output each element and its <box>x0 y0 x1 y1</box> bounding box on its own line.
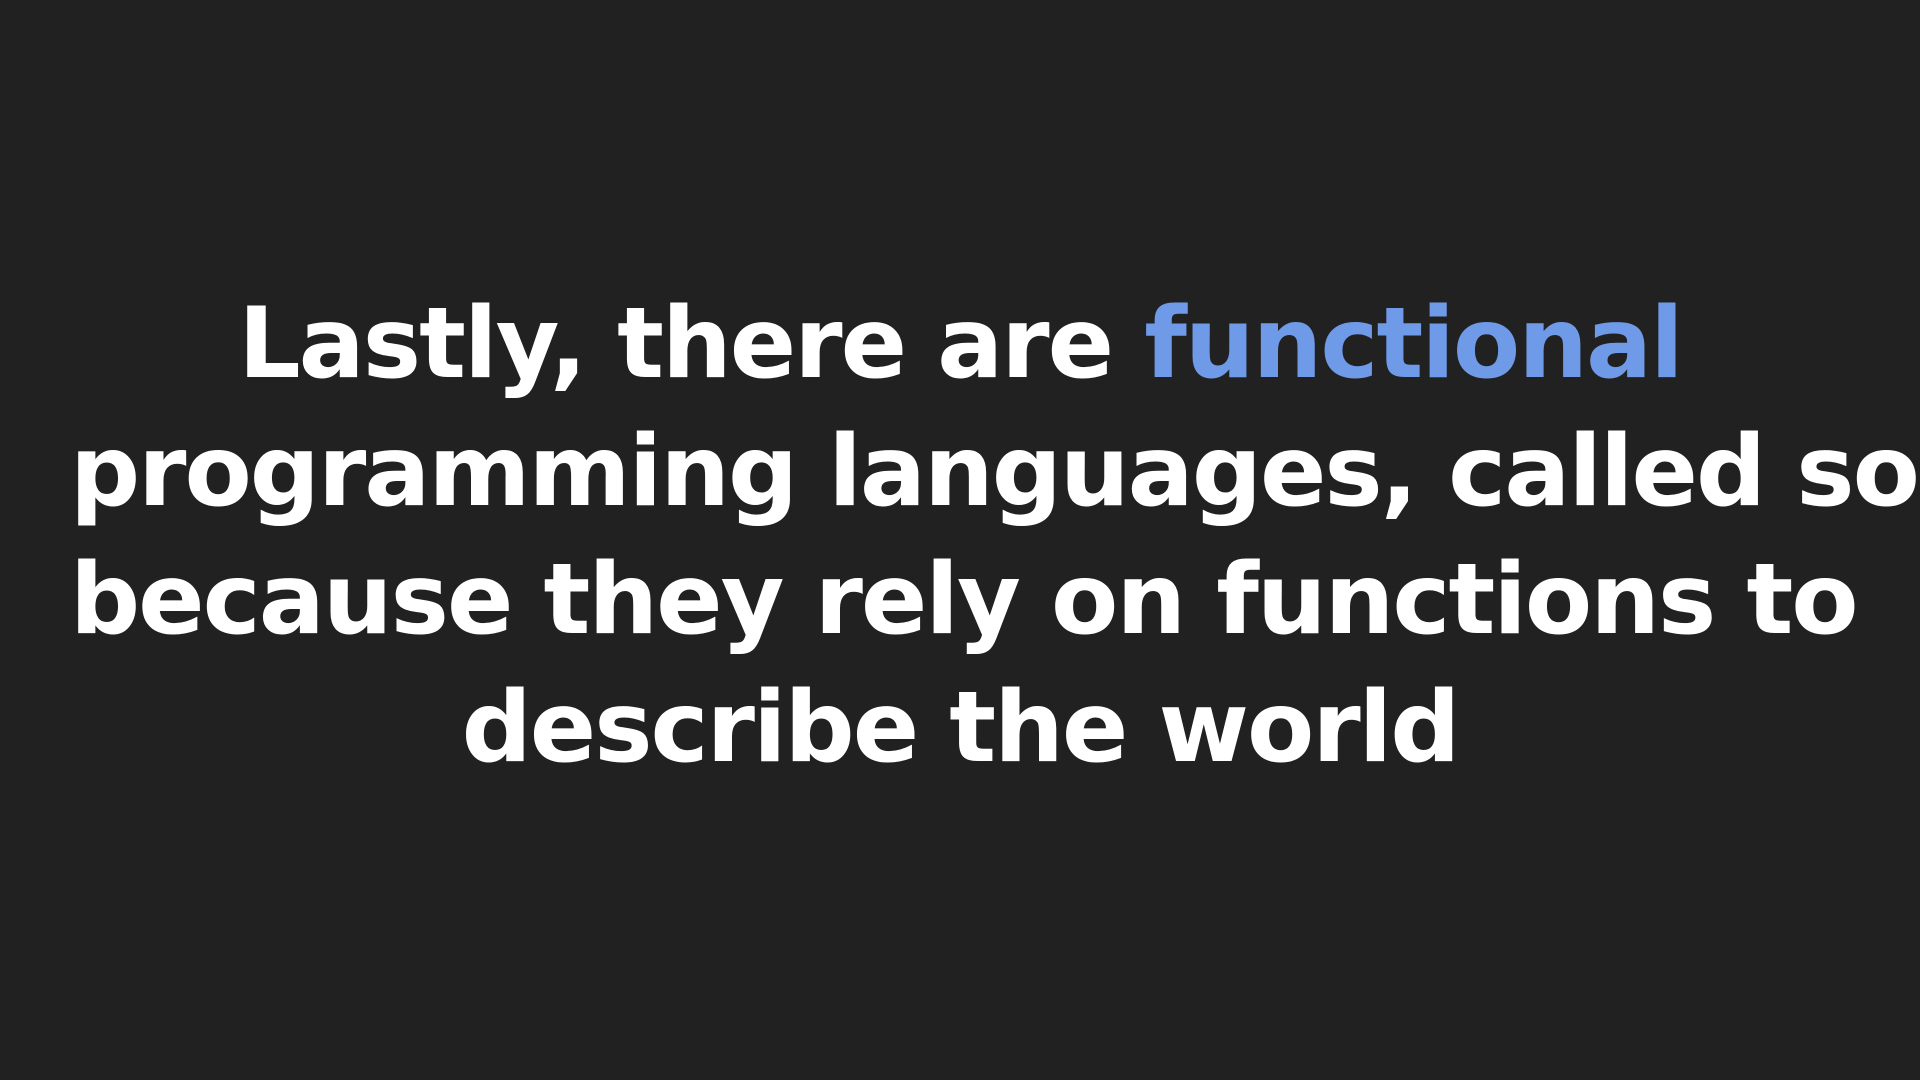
statement-line-4: describe the world <box>461 671 1461 785</box>
highlighted-term: functional <box>1144 287 1684 401</box>
statement-line-3: because they rely on functions to <box>70 543 1859 657</box>
slide-statement: Lastly, there are functional programming… <box>70 280 1920 792</box>
statement-line-1-text: Lastly, there are <box>238 287 1145 401</box>
statement-line-2: programming languages, called so <box>70 415 1920 529</box>
statement-line-1: Lastly, there are functional <box>70 280 1850 408</box>
